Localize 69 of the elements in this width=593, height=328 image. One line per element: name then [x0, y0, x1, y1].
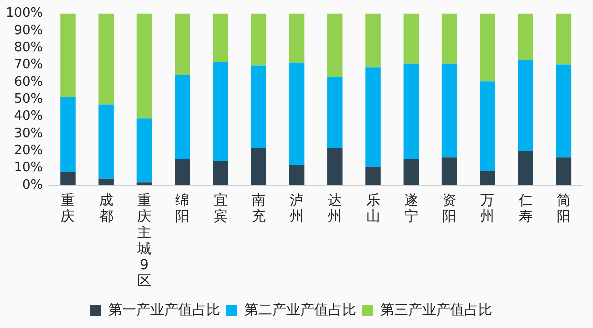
bar: [480, 82, 496, 172]
bar: [213, 14, 228, 62]
bar: [251, 148, 267, 186]
x-tick-label: 达州: [328, 193, 342, 226]
bar: [328, 76, 343, 148]
bar: [289, 14, 305, 63]
bar: [136, 14, 152, 119]
bar: [251, 14, 267, 66]
bar: [366, 166, 381, 186]
bar: [213, 161, 228, 186]
bar: [175, 14, 190, 76]
bar: [98, 104, 114, 179]
bar: [404, 159, 420, 186]
x-tick-label: 南充: [252, 193, 266, 226]
y-tick-label: 50%: [14, 92, 44, 107]
bar: [404, 64, 420, 160]
x-tick-label: 泸州: [290, 193, 304, 226]
x-tick-label: 简阳: [556, 193, 571, 226]
bar: [518, 14, 534, 60]
bar: [518, 151, 534, 186]
bar: [556, 158, 572, 186]
y-tick-label: 90%: [14, 23, 44, 38]
bar: [556, 64, 572, 158]
bar: [60, 172, 76, 186]
bar: [175, 75, 190, 160]
bar: [518, 60, 534, 152]
legend-label: 第二产业产值占比: [244, 302, 356, 319]
bar: [556, 14, 572, 65]
x-tick-label: 资阳: [442, 193, 457, 226]
x-tick-label: 仁寿: [518, 193, 533, 226]
bar: [60, 14, 76, 98]
y-tick-label: 60%: [14, 74, 44, 90]
bar: [136, 118, 152, 183]
y-tick-label: 30%: [14, 126, 44, 142]
bar: [328, 148, 343, 186]
x-tick-label: 宜宾: [214, 193, 228, 226]
bar: [328, 14, 343, 77]
bar: [480, 14, 496, 82]
y-tick-label: 100%: [6, 6, 44, 22]
y-tick-label: 10%: [14, 160, 44, 176]
bar: [366, 68, 381, 167]
bar: [175, 159, 190, 186]
x-tick-label: 乐山: [366, 193, 380, 226]
y-tick-label: 20%: [14, 143, 44, 158]
y-tick-label: 80%: [14, 40, 44, 56]
bar: [251, 66, 267, 148]
legend-label: 第三产业产值占比: [380, 302, 492, 319]
y-tick-label: 70%: [14, 58, 44, 73]
x-tick-label: 万州: [480, 193, 495, 226]
legend-label: 第一产业产值占比: [108, 302, 220, 319]
bar: [366, 14, 381, 68]
x-tick-label: 成都: [99, 193, 114, 226]
x-tick-label: 绵阳: [176, 193, 190, 226]
bar: [60, 97, 76, 172]
y-tick-label: 40%: [14, 109, 44, 124]
bar: [442, 64, 458, 158]
bar: [442, 158, 458, 186]
bar: [404, 14, 420, 64]
y-tick-label: 0%: [22, 178, 44, 193]
bar: [289, 164, 305, 186]
bar: [289, 62, 305, 165]
x-tick-label: 遂宁: [404, 193, 418, 226]
x-tick-label: 重庆主城9区: [136, 193, 152, 290]
x-tick-label: 重庆: [61, 193, 76, 226]
bar: [98, 178, 114, 186]
bar: [98, 14, 114, 105]
bar: [442, 14, 458, 64]
bar: [480, 172, 496, 186]
bar: [213, 62, 228, 162]
